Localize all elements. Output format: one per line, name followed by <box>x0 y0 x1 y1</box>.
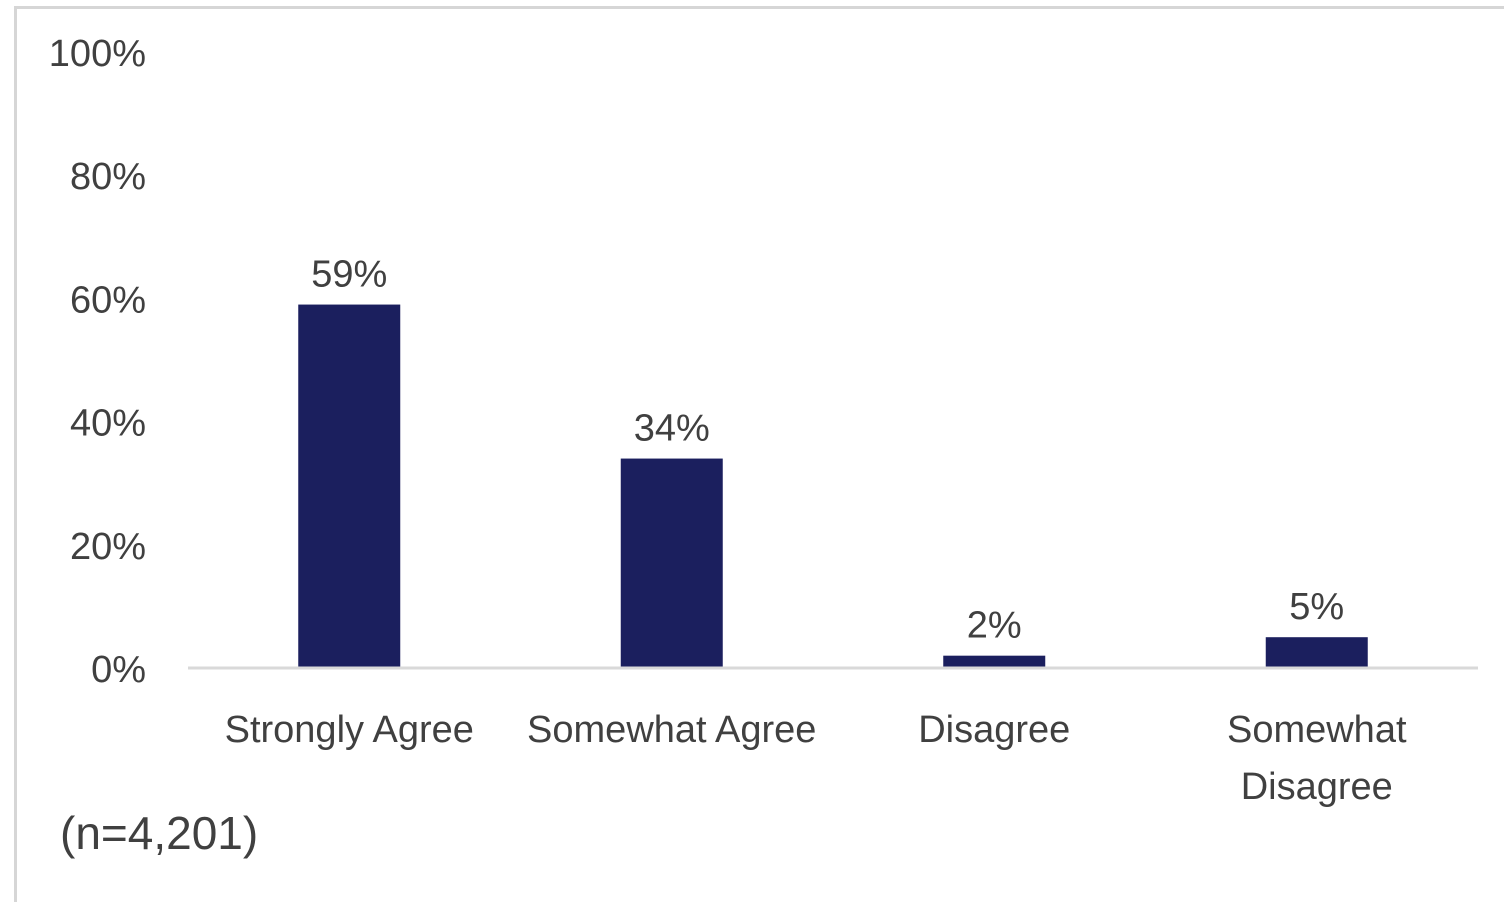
data-label: 59% <box>311 254 387 296</box>
data-label: 2% <box>967 605 1022 647</box>
y-tick-label: 80% <box>70 156 146 198</box>
bar <box>1265 637 1368 668</box>
y-axis: 0% 20% 40% 60% 80% 100% <box>49 33 146 691</box>
y-tick-label: 60% <box>70 279 146 321</box>
sample-size-note: (n=4,201) <box>60 807 259 859</box>
bars <box>298 304 1368 668</box>
bar <box>943 655 1046 668</box>
y-tick-label: 40% <box>70 403 146 445</box>
x-tick-label: Disagree <box>1241 766 1393 808</box>
data-label: 34% <box>634 408 710 450</box>
x-tick-label: Disagree <box>918 709 1070 751</box>
chart-frame <box>14 6 1504 902</box>
x-axis: Strongly Agree Somewhat Agree Disagree Some… <box>188 666 1478 808</box>
bar <box>620 458 723 668</box>
x-tick-label: Strongly Agree <box>225 709 474 751</box>
y-tick-label: 0% <box>91 649 146 691</box>
y-tick-label: 100% <box>49 33 146 75</box>
data-label: 5% <box>1289 586 1344 628</box>
bar <box>298 304 401 668</box>
x-tick-label: Somewhat Agree <box>527 709 816 751</box>
y-tick-label: 20% <box>70 526 146 568</box>
data-labels: 59% 34% 2% 5% <box>311 254 1344 647</box>
x-tick-label: Somewhat <box>1227 709 1407 751</box>
